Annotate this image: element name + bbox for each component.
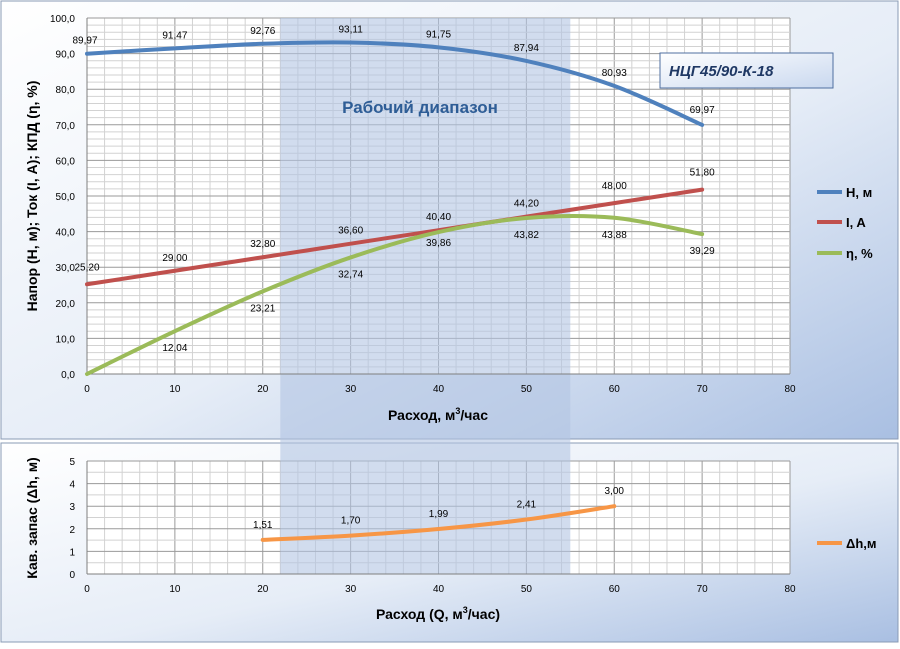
data-label-head: 89,97	[72, 36, 97, 47]
x-tick-label: 40	[433, 384, 445, 395]
x-tick-label: 80	[784, 384, 796, 395]
x-tick-label: 70	[697, 384, 709, 395]
data-label-npsh: 2,41	[517, 500, 537, 511]
x-tick-label: 30	[345, 584, 357, 595]
y-tick-label: 60,0	[56, 156, 76, 167]
legend-label-current: I, A	[846, 215, 866, 230]
series-lines	[85, 40, 705, 542]
tick-labels: 0 10 20 30 40 50 60 70 800,010,020,030,040,050,0…	[50, 14, 796, 595]
x-tick-label: 40	[433, 584, 445, 595]
data-label-head: 91,75	[426, 29, 451, 40]
data-label-efficiency: 39,29	[690, 246, 715, 257]
data-label-efficiency: 43,82	[514, 230, 539, 241]
main-x-axis-title: Расход, м3/час	[388, 406, 488, 423]
npsh-y-axis-title: Кав. запас (Δh, м)	[24, 457, 40, 578]
data-label-current: 25,20	[74, 262, 99, 273]
y-tick-label: 4	[69, 480, 75, 491]
y-tick-label: 1	[69, 547, 75, 558]
data-label-efficiency: 23,21	[250, 303, 275, 314]
model-label-box	[659, 52, 834, 89]
y-tick-label: 40,0	[56, 228, 76, 239]
series-line-efficiency	[85, 213, 705, 376]
data-label-npsh: 1,51	[253, 520, 273, 531]
data-label-efficiency: 39,86	[426, 238, 451, 249]
data-label-current: 51,80	[690, 168, 715, 179]
legend-item-current: I, A	[817, 215, 866, 230]
main-legend: Н, м I, A η, %	[817, 185, 873, 261]
npsh-legend: Δh,м	[817, 536, 877, 551]
data-label-npsh: 1,70	[341, 516, 361, 527]
x-tick-label: 30	[345, 384, 357, 395]
legend-label-head: Н, м	[846, 185, 872, 200]
data-label-current: 36,60	[338, 226, 363, 237]
y-tick-label: 50,0	[56, 192, 76, 203]
y-tick-label: 20,0	[56, 299, 76, 310]
data-label-efficiency: 43,88	[602, 230, 627, 241]
main-y-axis-title: Напор (Н, м); Ток (I, А); КПД (η, %)	[24, 81, 40, 312]
y-tick-label: 100,0	[50, 14, 75, 25]
legend-item-efficiency: η, %	[817, 246, 873, 261]
npsh-x-axis-title: Расход (Q, м3/час)	[376, 605, 500, 622]
y-tick-label: 80,0	[56, 85, 76, 96]
data-label-npsh: 3,00	[605, 486, 625, 497]
x-tick-label: 80	[784, 584, 796, 595]
data-label-head: 92,76	[250, 26, 275, 37]
data-labels: 89,97 91,47 92,76 93,11 91,75 87,94 80,93 69,97…	[72, 25, 715, 531]
y-tick-label: 2	[69, 525, 75, 536]
x-tick-label: 60	[609, 384, 621, 395]
data-label-efficiency: 32,74	[338, 269, 363, 280]
data-label-current: 32,80	[250, 239, 275, 250]
series-line-head	[85, 40, 705, 127]
y-tick-label: 90,0	[56, 50, 76, 61]
y-tick-label: 3	[69, 502, 75, 513]
y-tick-label: 10,0	[56, 334, 76, 345]
y-tick-label: 0,0	[61, 370, 75, 381]
x-tick-label: 10	[169, 584, 181, 595]
x-tick-label: 10	[169, 384, 181, 395]
data-label-current: 29,00	[162, 253, 187, 264]
data-label-head: 80,93	[602, 68, 627, 79]
x-tick-label: 20	[257, 584, 269, 595]
model-label: НЦГ45/90-К-18	[669, 63, 774, 80]
legend-label-npsh: Δh,м	[846, 536, 877, 551]
data-label-current: 48,00	[602, 181, 627, 192]
y-tick-label: 0	[69, 570, 75, 581]
x-tick-label: 20	[257, 384, 269, 395]
series-line-current	[85, 187, 705, 287]
x-tick-label: 0	[84, 384, 90, 395]
legend-label-efficiency: η, %	[846, 246, 873, 261]
x-tick-label: 60	[609, 584, 621, 595]
data-label-head: 91,47	[162, 30, 187, 41]
data-label-efficiency: 12,04	[162, 343, 187, 354]
working-range-label: Рабочий диапазон	[342, 98, 498, 117]
y-tick-label: 30,0	[56, 263, 76, 274]
x-tick-label: 0	[84, 584, 90, 595]
y-tick-label: 70,0	[56, 121, 76, 132]
axes	[86, 18, 790, 575]
data-label-current: 44,20	[514, 199, 539, 210]
x-tick-label: 50	[521, 584, 533, 595]
data-label-npsh: 1,99	[429, 509, 449, 520]
legend-item-head: Н, м	[817, 185, 872, 200]
y-tick-label: 5	[69, 457, 75, 468]
data-label-current: 40,40	[426, 212, 451, 223]
working-range-band	[280, 18, 571, 574]
data-label-head: 87,94	[514, 43, 539, 54]
data-label-head: 93,11	[338, 25, 363, 36]
series-line-npsh	[260, 504, 617, 542]
x-tick-label: 50	[521, 384, 533, 395]
x-tick-label: 70	[697, 584, 709, 595]
data-label-head: 69,97	[690, 105, 715, 116]
